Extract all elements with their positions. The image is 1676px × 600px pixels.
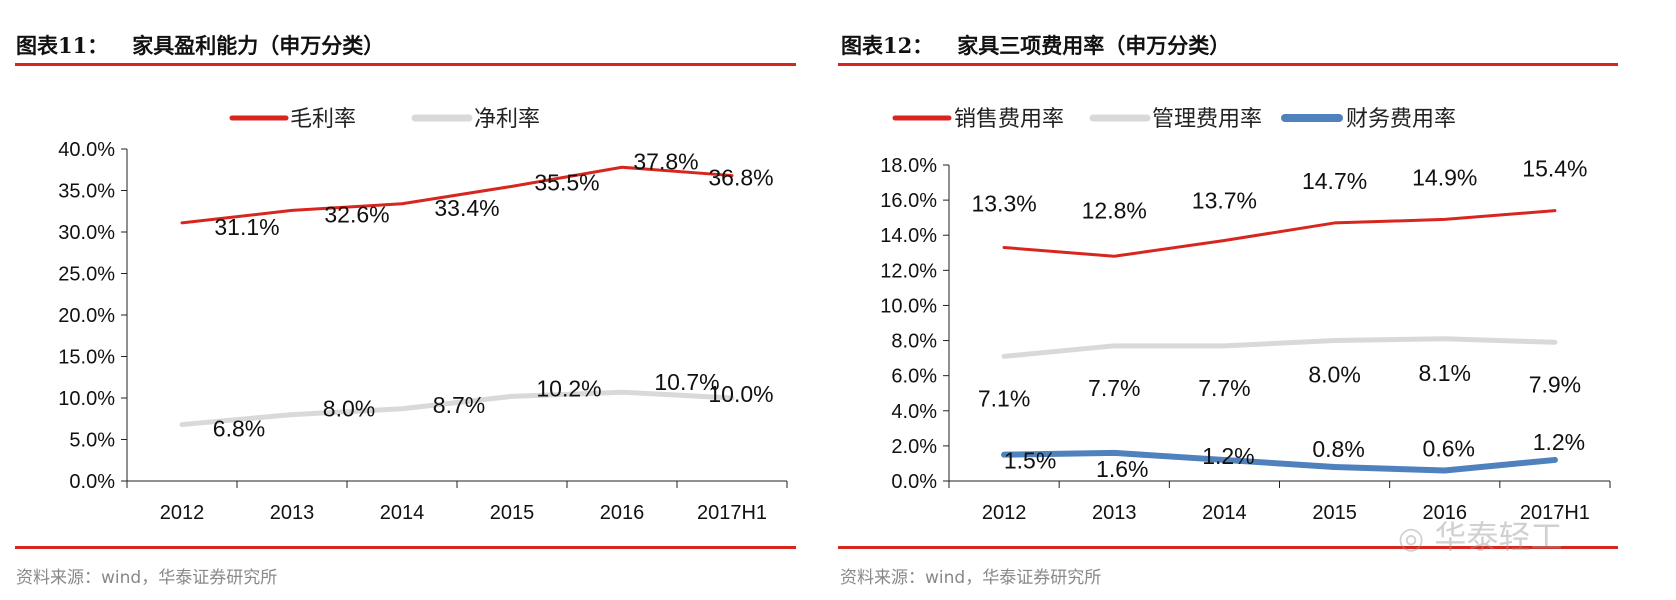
chart1-x-tick-label: 2013 xyxy=(270,502,315,524)
chart1-y-tick-label: 30.0% xyxy=(58,222,115,244)
chart2-data-label: 1.2% xyxy=(1533,429,1585,455)
chart2-y-tick-label: 18.0% xyxy=(880,155,937,177)
chart2-data-label: 8.0% xyxy=(1308,362,1360,388)
chart2-y-tick-label: 0.0% xyxy=(891,471,937,493)
chart1-bottom-rule xyxy=(15,546,796,549)
watermark-text: 华泰轻工 xyxy=(1434,518,1563,556)
chart2-legend-label: 管理费用率 xyxy=(1152,107,1262,132)
chart2-y-tick-label: 4.0% xyxy=(891,401,937,423)
chart1-x-tick-label: 2015 xyxy=(490,502,535,524)
chart1-title: 图表11： 家具盈利能力（申万分类） xyxy=(16,30,384,60)
chart1-y-tick-label: 20.0% xyxy=(58,305,115,327)
chart1-data-label: 10.0% xyxy=(708,381,773,407)
chart2-data-label: 7.7% xyxy=(1198,375,1250,401)
chart1-data-label: 6.8% xyxy=(213,416,265,442)
chart2-title: 图表12： 家具三项费用率（申万分类） xyxy=(841,30,1230,60)
wechat-logo-icon: ◎ xyxy=(1398,521,1425,556)
watermark: ◎ 华泰轻工 xyxy=(1398,512,1562,558)
chart1-data-label: 31.1% xyxy=(214,214,279,240)
chart1-top-rule xyxy=(15,63,796,66)
chart2-x-tick-label: 2014 xyxy=(1202,502,1247,524)
chart2-y-tick-label: 2.0% xyxy=(891,436,937,458)
chart2-legend-label: 销售费用率 xyxy=(954,107,1064,132)
chart1-data-label: 8.7% xyxy=(433,392,485,418)
chart1-y-tick-label: 0.0% xyxy=(69,471,115,493)
chart1-x-tick-label: 2017H1 xyxy=(697,502,767,524)
chart1-data-label: 36.8% xyxy=(708,165,773,191)
chart2-series-line-2 xyxy=(1001,336,1558,359)
chart2-data-label: 7.9% xyxy=(1529,371,1581,397)
chart2-series-line-1 xyxy=(1002,209,1557,258)
chart1-data-label: 37.8% xyxy=(633,148,698,174)
chart1-title-number: 图表11： xyxy=(16,33,109,58)
chart2-data-label: 0.6% xyxy=(1423,435,1475,461)
chart1-data-label: 33.4% xyxy=(434,195,499,221)
chart2-data-label: 1.2% xyxy=(1202,443,1254,469)
chart2-x-tick-label: 2013 xyxy=(1092,502,1137,524)
chart1-data-label: 32.6% xyxy=(324,201,389,227)
chart2-top-rule xyxy=(838,63,1618,66)
chart2-data-label: 7.1% xyxy=(978,385,1030,411)
chart1-y-tick-label: 15.0% xyxy=(58,347,115,369)
chart2-bottom-rule xyxy=(838,546,1618,549)
chart2-y-tick-label: 10.0% xyxy=(880,295,937,317)
chart2-data-label: 1.6% xyxy=(1096,456,1148,482)
chart1-x-tick-label: 2016 xyxy=(600,502,645,524)
chart2-data-label: 13.7% xyxy=(1192,187,1257,213)
chart2-legend-label: 财务费用率 xyxy=(1346,107,1456,132)
chart2-data-label: 14.7% xyxy=(1302,168,1367,194)
chart1-series-line-1 xyxy=(180,165,734,225)
chart2-data-label: 12.8% xyxy=(1082,197,1147,223)
chart2-data-label: 0.8% xyxy=(1312,436,1364,462)
chart1-data-label: 8.0% xyxy=(323,396,375,422)
chart1-y-tick-label: 25.0% xyxy=(58,264,115,286)
chart2-data-label: 13.3% xyxy=(971,191,1036,217)
chart2-title-text: 家具三项费用率（申万分类） xyxy=(957,33,1231,58)
chart2-y-tick-label: 14.0% xyxy=(880,225,937,247)
chart1-y-tick-label: 10.0% xyxy=(58,388,115,410)
chart2-source: 资料来源：wind，华泰证券研究所 xyxy=(840,568,1102,588)
chart1-data-label: 10.7% xyxy=(654,369,719,395)
chart1-y-tick-label: 40.0% xyxy=(58,139,115,161)
chart1-source: 资料来源：wind，华泰证券研究所 xyxy=(16,568,278,588)
chart2-y-tick-label: 6.0% xyxy=(891,366,937,388)
chart1-title-text: 家具盈利能力（申万分类） xyxy=(132,33,385,58)
chart2-y-tick-label: 8.0% xyxy=(891,331,937,353)
chart1-legend-label: 毛利率 xyxy=(290,107,356,132)
chart2-data-label: 15.4% xyxy=(1522,156,1587,182)
chart2-x-tick-label: 2016 xyxy=(1423,502,1468,524)
chart2-series-line-3 xyxy=(1001,449,1558,474)
chart2-x-tick-label: 2015 xyxy=(1312,502,1357,524)
chart2-data-label: 1.5% xyxy=(1004,448,1056,474)
chart1-x-tick-label: 2012 xyxy=(160,502,205,524)
chart1-data-label: 35.5% xyxy=(534,169,599,195)
chart2-data-label: 8.1% xyxy=(1419,360,1471,386)
chart2-data-label: 7.7% xyxy=(1088,375,1140,401)
chart1-x-tick-label: 2014 xyxy=(380,502,425,524)
chart2-x-tick-label: 2017H1 xyxy=(1520,502,1590,524)
chart1-data-label: 10.2% xyxy=(536,375,601,401)
chart2-y-tick-label: 12.0% xyxy=(880,260,937,282)
chart1-y-tick-label: 5.0% xyxy=(69,430,115,452)
chart2-x-tick-label: 2012 xyxy=(982,502,1027,524)
chart1-y-tick-label: 35.0% xyxy=(58,181,115,203)
chart1-series-line-2 xyxy=(179,389,735,428)
chart2-y-tick-label: 16.0% xyxy=(880,190,937,212)
chart2-data-label: 14.9% xyxy=(1412,164,1477,190)
chart1-legend-label: 净利率 xyxy=(474,107,540,132)
chart2-title-number: 图表12： xyxy=(841,33,934,58)
